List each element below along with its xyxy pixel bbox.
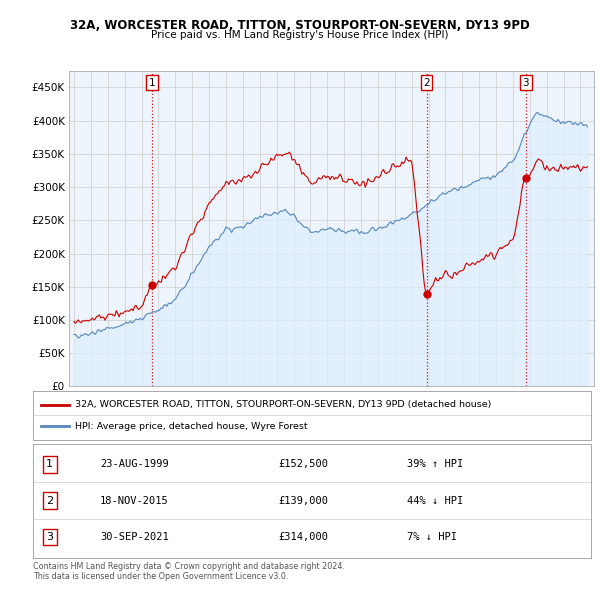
Text: £314,000: £314,000	[278, 532, 329, 542]
Text: Contains HM Land Registry data © Crown copyright and database right 2024.
This d: Contains HM Land Registry data © Crown c…	[33, 562, 345, 581]
Text: 18-NOV-2015: 18-NOV-2015	[100, 496, 169, 506]
Text: Price paid vs. HM Land Registry's House Price Index (HPI): Price paid vs. HM Land Registry's House …	[151, 30, 449, 40]
Text: 1: 1	[46, 459, 53, 469]
Text: £152,500: £152,500	[278, 459, 329, 469]
Text: 30-SEP-2021: 30-SEP-2021	[100, 532, 169, 542]
Text: £139,000: £139,000	[278, 496, 329, 506]
Text: 3: 3	[46, 532, 53, 542]
Text: 3: 3	[523, 78, 529, 88]
Text: 2: 2	[46, 496, 53, 506]
Text: 44% ↓ HPI: 44% ↓ HPI	[407, 496, 463, 506]
Text: 7% ↓ HPI: 7% ↓ HPI	[407, 532, 457, 542]
Text: 39% ↑ HPI: 39% ↑ HPI	[407, 459, 463, 469]
Text: 32A, WORCESTER ROAD, TITTON, STOURPORT-ON-SEVERN, DY13 9PD: 32A, WORCESTER ROAD, TITTON, STOURPORT-O…	[70, 19, 530, 32]
Text: 32A, WORCESTER ROAD, TITTON, STOURPORT-ON-SEVERN, DY13 9PD (detached house): 32A, WORCESTER ROAD, TITTON, STOURPORT-O…	[75, 400, 491, 409]
Text: 1: 1	[149, 78, 156, 88]
Text: HPI: Average price, detached house, Wyre Forest: HPI: Average price, detached house, Wyre…	[75, 422, 307, 431]
Text: 23-AUG-1999: 23-AUG-1999	[100, 459, 169, 469]
Text: 2: 2	[423, 78, 430, 88]
